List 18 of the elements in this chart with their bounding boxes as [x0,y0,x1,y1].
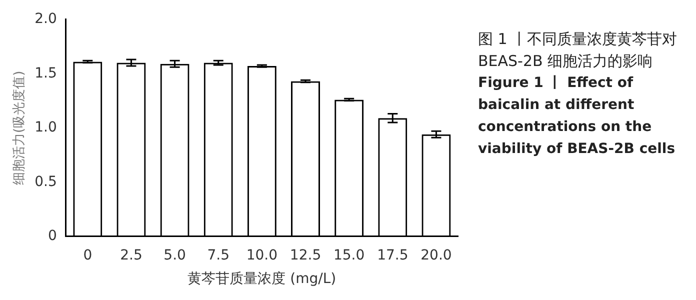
x-tick-label: 12.5 [290,247,322,264]
x-tick-label: 2.5 [120,247,142,264]
caption: 图 1 丨不同质量浓度黄芩苷对 BEAS-2B 细胞活力的影响 [478,29,678,72]
y-tick-label: 2.0 [34,11,57,28]
x-tick-label: 20.0 [420,247,452,264]
y-tick-label: 0.5 [34,174,57,190]
x-tick-label: 5.0 [164,247,186,264]
x-tick-label: 0 [83,247,92,264]
y-tick-label: 1.0 [34,120,57,136]
caption: Figure 1 丨 Effect of baicalin at different concentrations on the viability of BEAS-2B cells [478,74,676,159]
x-tick-label: 10.0 [246,247,278,264]
x-axis-title: 黄芩苷质量浓度 (mg/L) [188,271,336,288]
x-tick-label: 7.5 [207,247,230,264]
y-tick-label: 0 [48,228,57,244]
y-axis-title: 细胞活力(吸光度值) [11,70,28,185]
x-tick-label: 15.0 [333,247,365,264]
y-tick-label: 1.5 [34,65,57,82]
x-tick-label: 17.5 [377,247,408,264]
